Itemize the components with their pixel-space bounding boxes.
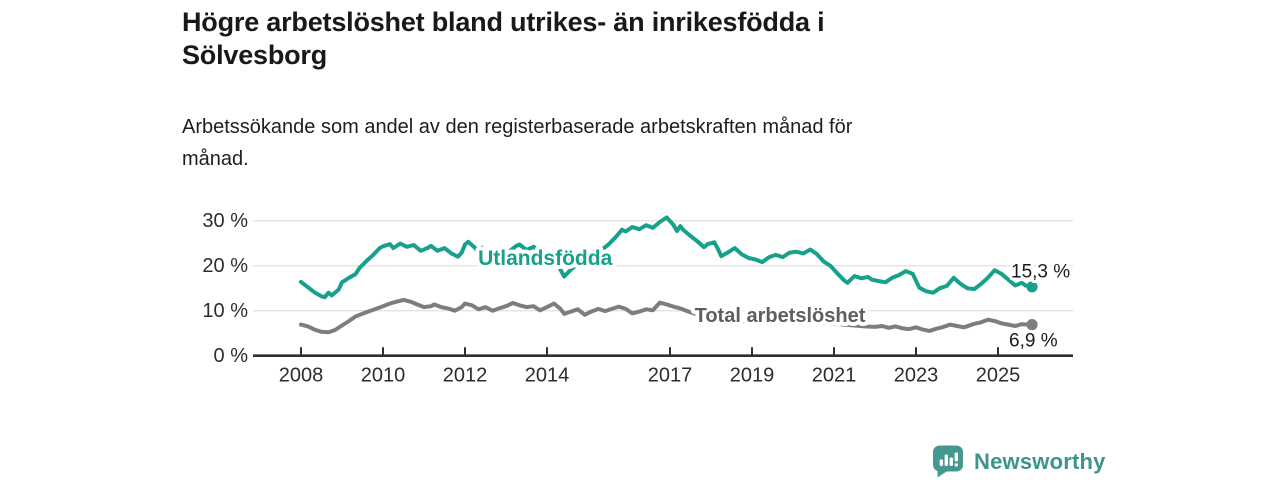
utlandsfodda-end-dot — [1026, 281, 1038, 293]
x-tick-label-2010: 2010 — [361, 365, 406, 387]
utlandsfodda-end-value-label: 15,3 % — [1011, 261, 1070, 282]
x-tick-label-2023: 2023 — [894, 365, 939, 387]
total-series-label: Total arbetslöshet — [695, 305, 866, 327]
page-title: Högre arbetslöshet bland utrikes- än inr… — [182, 6, 1042, 72]
logo-bars-icon — [939, 452, 958, 467]
page-subtitle-line-2: månad. — [182, 148, 249, 170]
x-tick-label-2017: 2017 — [648, 365, 693, 387]
newsworthy-logo-icon — [933, 445, 963, 478]
total-end-dot — [1026, 319, 1038, 331]
x-tick-label-2021: 2021 — [812, 365, 857, 387]
newsworthy-brand: Newsworthy — [932, 445, 1106, 478]
page-subtitle-line-1: Arbetssökande som andel av den registerb… — [182, 116, 853, 138]
x-tick-label-2008: 2008 — [279, 365, 324, 387]
utlandsfodda-series-label: Utlandsfödda — [478, 247, 612, 270]
y-tick-label-0: 0 % — [214, 345, 249, 367]
x-tick-label-2019: 2019 — [730, 365, 775, 387]
utlandsfodda-line — [299, 215, 1034, 300]
page-subtitle: Arbetssökande som andel av den registerb… — [182, 111, 1062, 175]
total-line — [299, 297, 1034, 335]
unemployment-line-chart: 2008 2010 2012 2014 2017 2019 2021 2023 2025 0 % 1… — [202, 210, 1073, 387]
x-tick-label-2025: 2025 — [976, 365, 1021, 387]
y-tick-label-20: 20 % — [202, 255, 248, 277]
x-tick-label-2014: 2014 — [525, 365, 570, 387]
y-tick-label-30: 30 % — [202, 210, 248, 232]
x-tick-label-2012: 2012 — [443, 365, 488, 387]
total-end-value-label: 6,9 % — [1009, 331, 1058, 352]
newsworthy-wordmark: Newsworthy — [974, 448, 1106, 474]
y-tick-label-10: 10 % — [202, 300, 248, 322]
page-title-line-1: Högre arbetslöshet bland utrikes- än inr… — [182, 7, 825, 37]
page-title-line-2: Sölvesborg — [182, 40, 328, 70]
